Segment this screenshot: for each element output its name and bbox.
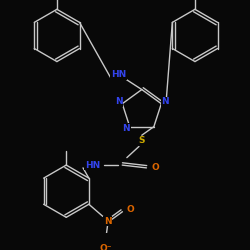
Text: O⁻: O⁻ xyxy=(100,244,112,250)
Text: O: O xyxy=(152,164,160,172)
Text: HN: HN xyxy=(85,160,100,170)
Text: N: N xyxy=(161,97,169,106)
Text: N: N xyxy=(115,97,122,106)
Text: N: N xyxy=(122,124,130,133)
Text: O: O xyxy=(127,205,135,214)
Text: S: S xyxy=(138,136,145,145)
Text: N: N xyxy=(104,216,111,226)
Text: HN: HN xyxy=(111,70,126,79)
